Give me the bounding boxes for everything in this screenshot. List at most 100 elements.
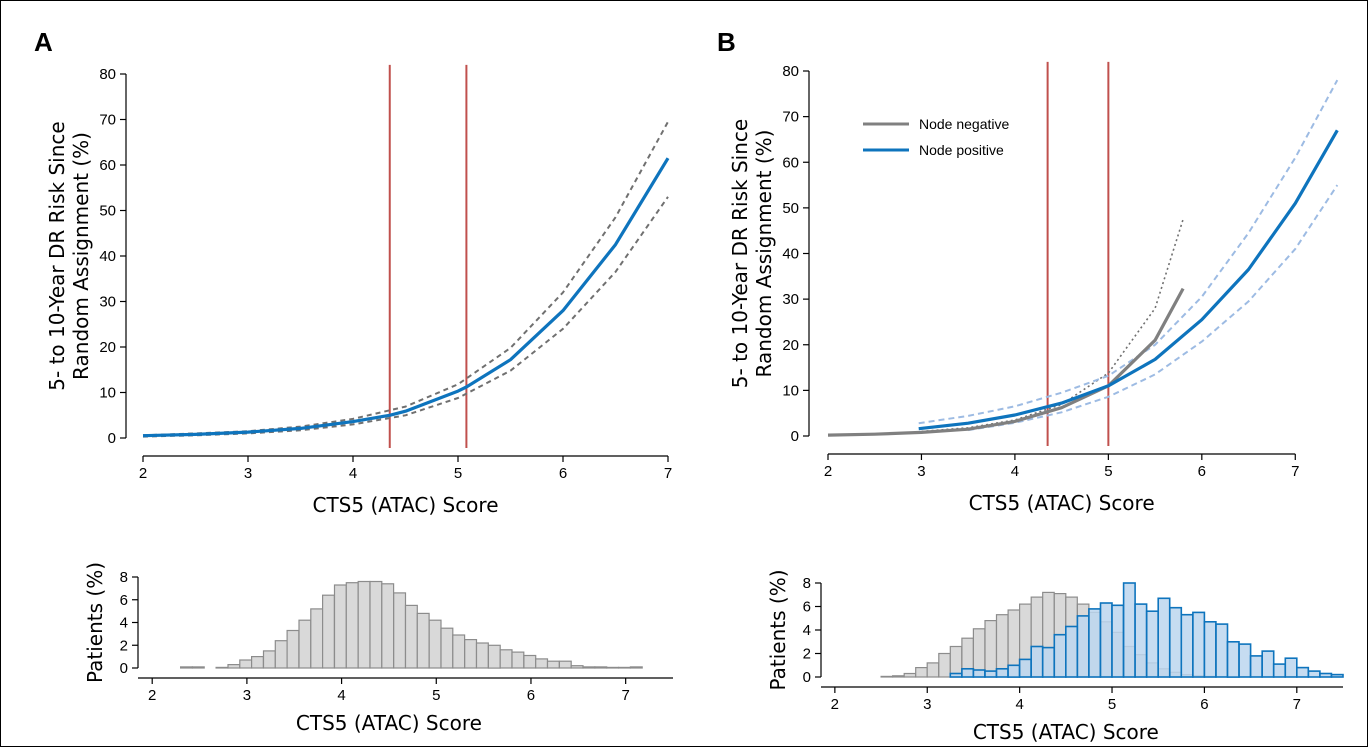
chart-b-risk-curve: 0 10 20 30 40 50 60 70 80 2 3 4 5 6 7 CTS5 (ATAC) Score… — [728, 61, 1339, 515]
node-positive-bar — [1284, 657, 1298, 678]
histogram-bar — [381, 583, 395, 669]
node-positive-bar — [1122, 582, 1136, 678]
histogram-bar — [251, 655, 265, 669]
histogram-bar — [464, 638, 478, 669]
y-axis-title-line: Random Assignment (%) — [752, 130, 776, 378]
histogram-bar — [617, 666, 631, 669]
y-axis-title-line: Random Assignment (%) — [69, 132, 93, 380]
x-tick-label: 5 — [432, 687, 440, 704]
histogram-bar — [582, 666, 596, 669]
x-tick-label: 3 — [244, 465, 252, 482]
node-positive-bar — [1203, 620, 1217, 678]
node-negative-ci-upper-line — [921, 219, 1184, 433]
x-axis-title: CTS5 (ATAC) Score — [312, 493, 498, 517]
node-negative-bar — [903, 672, 917, 678]
node-positive-bar — [1215, 623, 1229, 678]
y-tick-label: 2 — [803, 646, 811, 663]
y-tick-label: 10 — [782, 382, 799, 399]
histogram-bar — [606, 666, 620, 669]
x-axis-title: CTS5 (ATAC) Score — [969, 491, 1155, 515]
node-positive-bar — [1065, 625, 1079, 678]
histogram-bar — [286, 629, 300, 669]
node-negative-bar — [984, 619, 998, 678]
y-tick-label: 0 — [791, 428, 799, 445]
histogram-bar — [180, 666, 194, 669]
node-positive-bar — [1272, 663, 1286, 678]
y-axis-title-line: 5- to 10-Year DR Risk Since — [728, 119, 752, 388]
x-tick-label: 7 — [621, 687, 629, 704]
y-tick-label: 20 — [782, 337, 799, 354]
chart-a-histogram: 0 2 4 6 8 2 3 4 5 6 7 CTS5 (ATAC) Score Patients (%) — [83, 562, 673, 735]
x-tick-label: 6 — [1200, 696, 1208, 713]
x-tick-label: 4 — [1011, 463, 1019, 480]
node-positive-bar — [1007, 664, 1021, 678]
legend-label: Node positive — [919, 142, 1004, 158]
node-positive-bar — [1111, 604, 1125, 678]
node-positive-bar — [1249, 655, 1263, 678]
x-tick-label: 2 — [148, 687, 156, 704]
node-negative-bar — [891, 675, 905, 678]
x-tick-label: 2 — [824, 463, 832, 480]
histogram-bar — [440, 627, 454, 669]
node-positive-bar — [1330, 673, 1344, 678]
y-tick-label: 30 — [99, 294, 116, 311]
histogram-bar — [546, 660, 560, 669]
x-tick-label: 5 — [454, 465, 462, 482]
y-tick-label: 80 — [99, 66, 116, 83]
histogram-bar — [487, 644, 501, 669]
node-positive-bar — [984, 670, 998, 678]
node-positive-bar — [1307, 670, 1321, 678]
node-negative-bar — [995, 614, 1009, 678]
node-negative-bar — [915, 666, 928, 678]
ci-lower-line — [142, 196, 669, 438]
x-tick-label: 3 — [243, 687, 251, 704]
node-positive-bar — [1296, 666, 1310, 678]
node-positive-bar — [1099, 602, 1113, 678]
histogram-bar — [298, 619, 312, 669]
node-positive-bar — [1261, 650, 1275, 678]
histogram-bar — [629, 666, 643, 669]
node-negative-bar — [880, 675, 894, 678]
x-tick-label: 5 — [1104, 463, 1112, 480]
node-negative-bar — [926, 662, 940, 678]
y-tick-label: 60 — [782, 154, 799, 171]
x-tick-label: 3 — [917, 463, 925, 480]
ci-upper-line — [142, 121, 669, 437]
x-tick-label: 3 — [923, 696, 931, 713]
histogram-bar — [215, 666, 229, 669]
x-tick-label: 4 — [337, 687, 345, 704]
histogram-bar — [239, 659, 253, 669]
histogram-bar — [404, 604, 418, 669]
x-tick-label: 6 — [1198, 463, 1206, 480]
histogram-bar — [475, 642, 489, 669]
x-tick-label: 2 — [831, 696, 839, 713]
node-positive-bar — [1030, 645, 1044, 678]
node-positive-bar — [949, 672, 963, 678]
y-tick-label: 50 — [782, 200, 799, 217]
histogram-bar — [369, 580, 383, 669]
histogram-bar — [558, 660, 572, 669]
chart-b-histogram: 0 2 4 6 8 2 3 4 5 6 7 CTS5 (ATAC) Score Patients (%) — [766, 569, 1344, 744]
x-tick-label: 7 — [664, 465, 672, 482]
y-tick-label: 8 — [803, 575, 811, 592]
histogram-bar — [428, 619, 442, 669]
node-negative-bar — [938, 652, 951, 678]
histogram-bar — [523, 654, 537, 669]
y-tick-label: 80 — [782, 63, 799, 80]
x-tick-label: 7 — [1293, 696, 1301, 713]
y-tick-label: 70 — [99, 112, 116, 129]
histogram-bar — [345, 582, 359, 669]
y-tick-label: 10 — [99, 385, 116, 402]
y-tick-label: 40 — [782, 246, 799, 263]
histogram-bar — [227, 663, 241, 669]
node-positive-estimate-line — [918, 129, 1339, 431]
y-axis-title: Patients (%) — [83, 562, 107, 683]
panel-letter-a: A — [34, 27, 53, 57]
x-tick-label: 4 — [1015, 696, 1023, 713]
node-positive-bar — [1169, 606, 1183, 678]
node-positive-bar — [1076, 615, 1090, 678]
histogram-bar — [310, 608, 324, 669]
x-axis-title: CTS5 (ATAC) Score — [973, 720, 1159, 744]
y-tick-label: 40 — [99, 248, 116, 265]
